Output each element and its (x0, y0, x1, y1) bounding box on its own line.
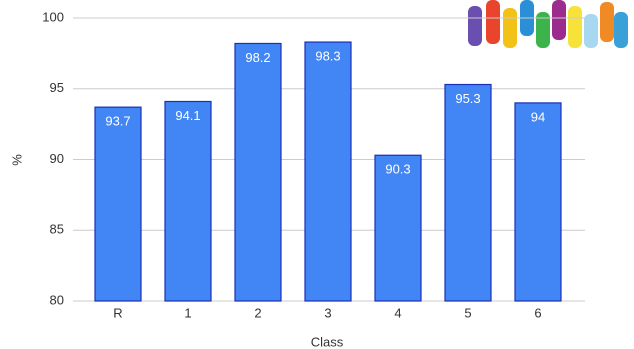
x-tick-label: 3 (324, 305, 331, 320)
y-tick-label: 80 (50, 292, 64, 307)
y-tick-label: 90 (50, 151, 64, 166)
y-tick-label: 95 (50, 80, 64, 95)
bar (304, 41, 352, 302)
data-label: 98.3 (315, 48, 340, 63)
x-tick-label: 1 (184, 305, 191, 320)
y-axis-label: % (9, 154, 24, 166)
data-label: 98.2 (245, 50, 270, 65)
data-label: 93.7 (105, 114, 130, 129)
decoration (468, 0, 628, 48)
y-tick-label: 85 (50, 222, 64, 237)
data-label: 94 (531, 109, 545, 124)
data-label: 95.3 (455, 91, 480, 106)
x-tick-label: 5 (464, 305, 471, 320)
data-label: 90.3 (385, 162, 410, 177)
bar (94, 106, 142, 302)
bar (234, 42, 282, 302)
bar (374, 154, 422, 302)
y-tick-label: 100 (42, 9, 64, 24)
x-tick-label: R (113, 305, 122, 320)
x-tick-label: 4 (394, 305, 401, 320)
bar (444, 83, 492, 302)
x-axis-label: Class (311, 334, 344, 349)
x-tick-label: 2 (254, 305, 261, 320)
bar (514, 102, 562, 302)
x-tick-label: 6 (534, 305, 541, 320)
data-label: 94.1 (175, 108, 200, 123)
bar (164, 100, 212, 302)
